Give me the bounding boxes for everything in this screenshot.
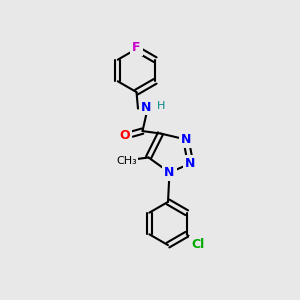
Text: H: H [157, 101, 166, 111]
Text: N: N [181, 133, 191, 146]
Text: N: N [164, 166, 175, 179]
Text: O: O [119, 129, 130, 142]
Text: N: N [185, 157, 196, 170]
Text: Cl: Cl [191, 238, 204, 251]
Text: F: F [132, 41, 141, 54]
Text: CH₃: CH₃ [116, 155, 137, 166]
Text: N: N [141, 100, 152, 114]
